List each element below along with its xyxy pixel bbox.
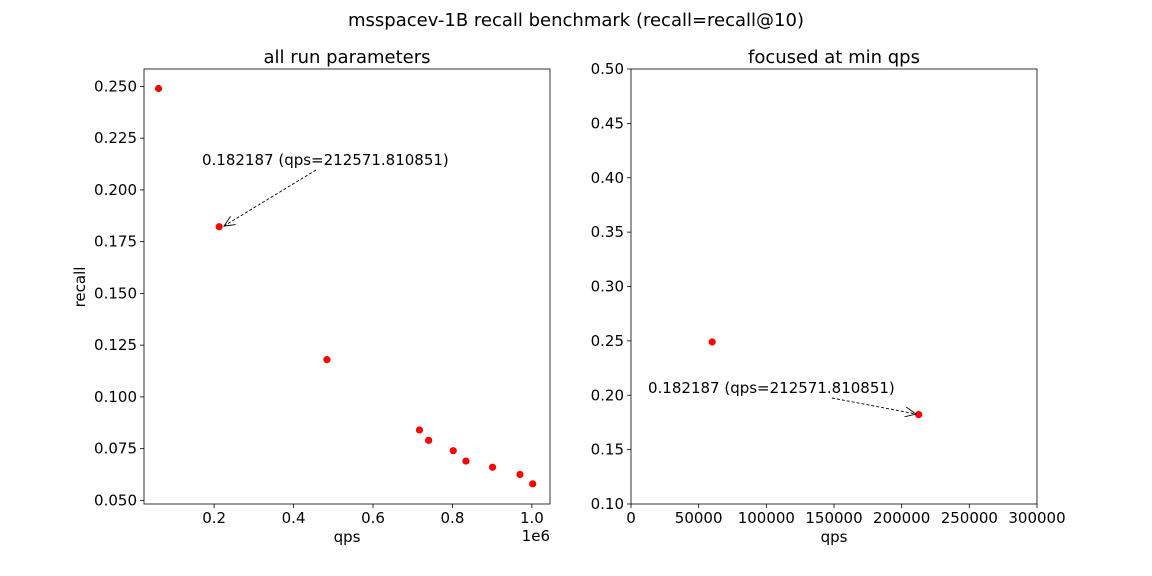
data-point [425,436,433,444]
annotation-arrow [831,397,916,414]
x-tick-label: 0.6 [361,509,385,527]
right-subplot: focused at min qps 0 50000 100000 150000 200… [591,47,1066,546]
data-point [449,447,457,455]
figure-title: msspacev-1B recall benchmark (recall=rec… [348,10,804,31]
data-point [323,356,331,364]
left-x-axis-label: qps [334,528,361,546]
x-tick-label: 0 [626,509,636,527]
y-tick-label: 0.075 [94,440,137,458]
right-plot-frame [630,68,1038,505]
data-point [915,411,923,419]
right-plot-title: focused at min qps [748,47,920,68]
data-point [415,426,424,434]
right-plot-annotation-group: 0.182187 (qps=212571.810851) [648,379,916,414]
y-tick-label: 0.35 [591,223,624,241]
y-tick-label: 0.200 [94,181,137,199]
left-y-axis-label: recall [71,267,89,308]
x-tick-label: 0.8 [441,509,465,527]
x-tick-label: 300000 [1008,509,1065,527]
annotation-label: 0.182187 (qps=212571.810851) [202,151,449,169]
y-tick-label: 0.050 [94,491,137,509]
x-tick-label: 1.0 [520,509,544,527]
y-tick-label: 0.100 [94,388,137,406]
data-point [154,84,163,93]
x-tick-label: 0.4 [282,509,306,527]
data-point [516,470,524,479]
right-plot-ticks: 0 50000 100000 150000 200000 250000 300000 0.10… [591,60,1066,527]
y-tick-label: 0.10 [591,495,624,513]
x-tick-label: 100000 [738,509,795,527]
data-point [215,223,223,231]
y-tick-label: 0.15 [591,441,624,459]
y-tick-label: 0.150 [94,284,137,302]
left-x-offset-label: 1e6 [522,527,550,545]
data-point [488,463,497,471]
y-tick-label: 0.125 [94,336,137,354]
annotation-arrow [224,169,317,226]
y-tick-label: 0.175 [94,233,137,251]
data-point [462,457,470,465]
x-tick-label: 200000 [873,509,930,527]
y-tick-label: 0.20 [591,386,624,404]
x-tick-label: 150000 [805,509,862,527]
x-tick-label: 50000 [675,509,723,527]
x-tick-label: 0.2 [202,509,226,527]
right-x-axis-label: qps [821,528,848,546]
annotation-label: 0.182187 (qps=212571.810851) [648,379,895,397]
y-tick-label: 0.30 [591,278,624,296]
y-tick-label: 0.40 [591,169,624,187]
y-tick-label: 0.45 [591,114,624,132]
left-plot-frame [143,68,551,505]
left-subplot: all run parameters 0.2 0.4 0.6 0.8 1.00.0500… [71,47,551,546]
left-plot-points [154,84,537,488]
data-point [529,480,537,488]
x-tick-label: 250000 [941,509,998,527]
left-plot-ticks: 0.2 0.4 0.6 0.8 1.0 0.050 0.075 0.100 0.125 0.150… [94,77,544,527]
y-tick-label: 0.250 [94,77,137,95]
y-tick-label: 0.50 [591,60,624,78]
y-tick-label: 0.25 [591,332,624,350]
data-point [708,338,716,346]
left-plot-title: all run parameters [263,47,430,68]
left-plot-annotation-group: 0.182187 (qps=212571.810851) [202,151,449,226]
y-tick-label: 0.225 [94,129,137,147]
